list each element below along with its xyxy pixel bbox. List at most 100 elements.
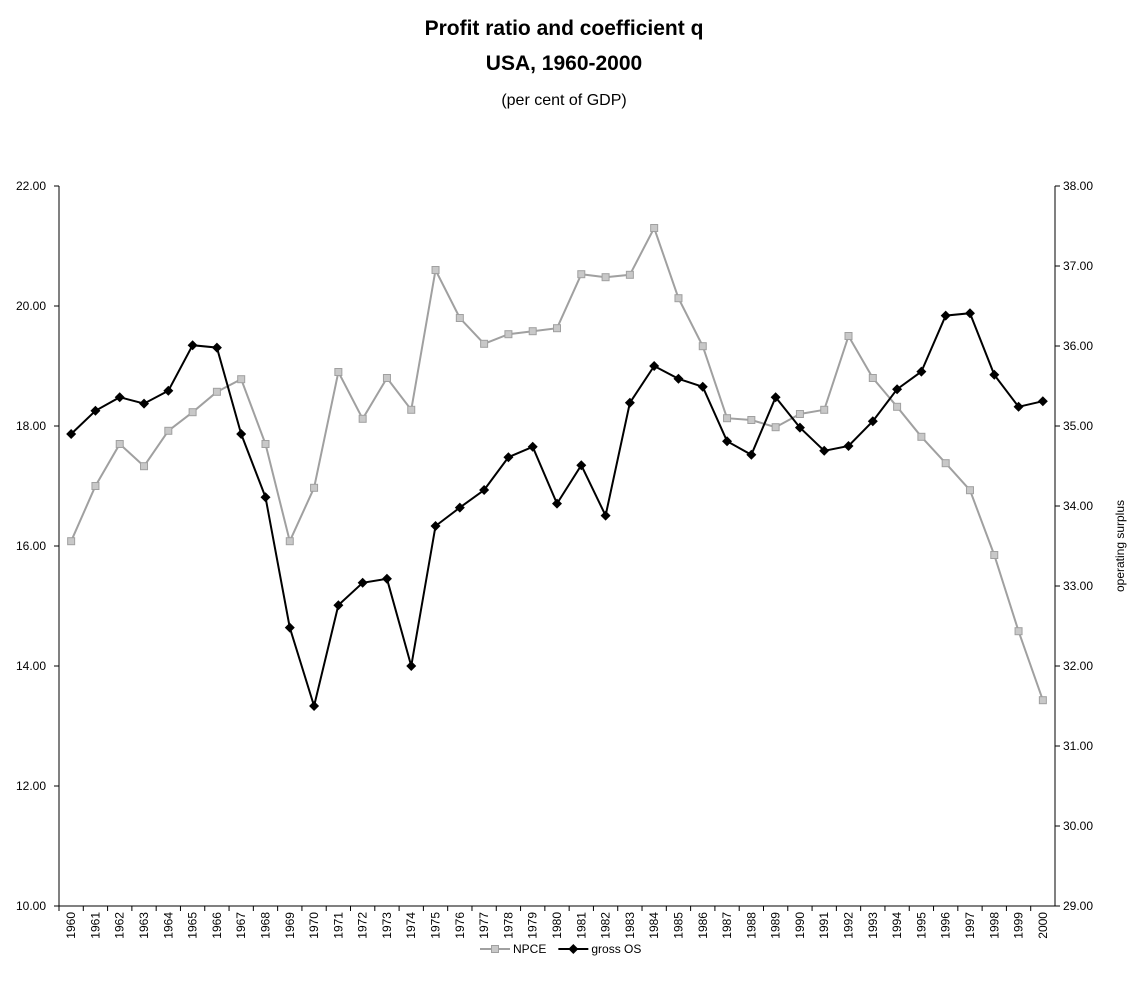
data-point <box>989 369 1000 380</box>
x-tick-label: 1963 <box>137 912 151 939</box>
data-point <box>310 483 319 492</box>
x-tick-label: 1974 <box>404 912 418 939</box>
data-point <box>552 498 562 509</box>
y2-tick-label: 29.00 <box>1063 899 1093 913</box>
data-point <box>140 462 149 471</box>
data-point <box>794 422 805 433</box>
y2-tick-label: 34.00 <box>1063 499 1093 513</box>
data-point <box>187 340 198 351</box>
y2-tick-label: 35.00 <box>1063 419 1093 433</box>
data-point <box>91 482 100 490</box>
data-point <box>698 342 707 351</box>
data-point <box>480 339 489 348</box>
data-point <box>965 486 974 495</box>
x-tick-label: 1970 <box>307 912 321 939</box>
data-point <box>650 224 659 232</box>
data-point <box>114 392 125 403</box>
data-point <box>916 366 927 377</box>
data-point <box>115 440 124 448</box>
x-tick-label: 1984 <box>647 912 661 939</box>
y-tick-label: 20.00 <box>16 299 46 313</box>
data-point <box>844 332 853 340</box>
data-point <box>528 327 537 336</box>
data-point <box>770 392 781 403</box>
legend-marker <box>568 944 579 954</box>
data-point <box>723 414 732 423</box>
data-point <box>576 460 587 471</box>
data-point <box>747 416 756 424</box>
chart-subtitle: (per cent of GDP) <box>501 92 626 109</box>
y2-tick-label: 33.00 <box>1063 579 1093 593</box>
data-point <box>795 410 804 418</box>
data-point <box>454 502 465 513</box>
y2-tick-label: 36.00 <box>1063 339 1093 353</box>
y2-tick-label: 32.00 <box>1063 659 1093 673</box>
data-point <box>334 368 343 376</box>
x-tick-label: 1985 <box>671 912 685 939</box>
data-point <box>90 405 101 416</box>
data-point <box>553 324 561 333</box>
x-tick-label: 1997 <box>963 912 977 939</box>
data-point <box>139 398 150 409</box>
x-tick-label: 1981 <box>574 912 588 939</box>
data-point <box>673 373 684 384</box>
data-point <box>917 432 926 441</box>
x-tick-label: 1979 <box>526 912 540 939</box>
x-tick-label: 1973 <box>380 912 394 939</box>
data-point <box>357 577 368 588</box>
data-point <box>66 429 77 439</box>
data-point <box>358 414 367 423</box>
x-tick-label: 1999 <box>1012 912 1026 939</box>
x-tick-label: 1989 <box>769 912 783 939</box>
data-point <box>285 537 294 546</box>
data-point <box>382 374 391 382</box>
x-tick-label: 1998 <box>987 912 1001 939</box>
legend-marker <box>491 945 499 953</box>
data-point <box>940 310 951 321</box>
x-tick-label: 1968 <box>258 912 272 939</box>
x-tick-label: 1992 <box>842 912 856 939</box>
y-tick-label: 22.00 <box>16 179 46 193</box>
data-point <box>1037 396 1048 407</box>
data-point <box>577 270 586 279</box>
x-tick-label: 1969 <box>283 912 297 939</box>
data-point <box>333 600 344 611</box>
y2-axis-label: operating surplus <box>1113 500 1127 592</box>
data-point <box>284 622 295 633</box>
data-point <box>746 449 757 460</box>
y2-tick-label: 37.00 <box>1063 259 1093 273</box>
data-point <box>212 387 221 396</box>
data-point <box>503 452 514 463</box>
y2-tick-label: 30.00 <box>1063 819 1093 833</box>
x-tick-label: 1972 <box>356 912 370 939</box>
data-point <box>163 385 174 396</box>
data-point <box>188 408 197 417</box>
data-point <box>867 416 878 427</box>
x-tick-label: 1995 <box>914 912 928 939</box>
x-tick-label: 1994 <box>890 912 904 939</box>
data-point <box>479 485 490 495</box>
x-tick-label: 2000 <box>1036 912 1050 939</box>
data-point <box>1013 401 1024 412</box>
y-tick-label: 16.00 <box>16 539 46 553</box>
y-tick-label: 18.00 <box>16 419 46 433</box>
data-point <box>164 426 173 435</box>
data-point <box>407 405 416 414</box>
data-point <box>504 330 513 339</box>
x-tick-label: 1961 <box>88 912 102 939</box>
data-point <box>601 273 610 282</box>
x-tick-label: 1960 <box>64 912 78 939</box>
x-tick-label: 1964 <box>161 912 175 939</box>
data-point <box>649 361 660 371</box>
data-point <box>260 492 271 503</box>
x-tick-label: 1976 <box>453 912 467 939</box>
series-line <box>70 312 1044 710</box>
x-tick-label: 1993 <box>866 912 880 939</box>
chart-title: USA, 1960-2000 <box>486 52 642 75</box>
data-point <box>843 441 854 451</box>
data-point <box>455 314 464 322</box>
x-tick-label: 1982 <box>599 912 613 939</box>
data-point <box>67 537 76 546</box>
data-point <box>236 429 247 439</box>
